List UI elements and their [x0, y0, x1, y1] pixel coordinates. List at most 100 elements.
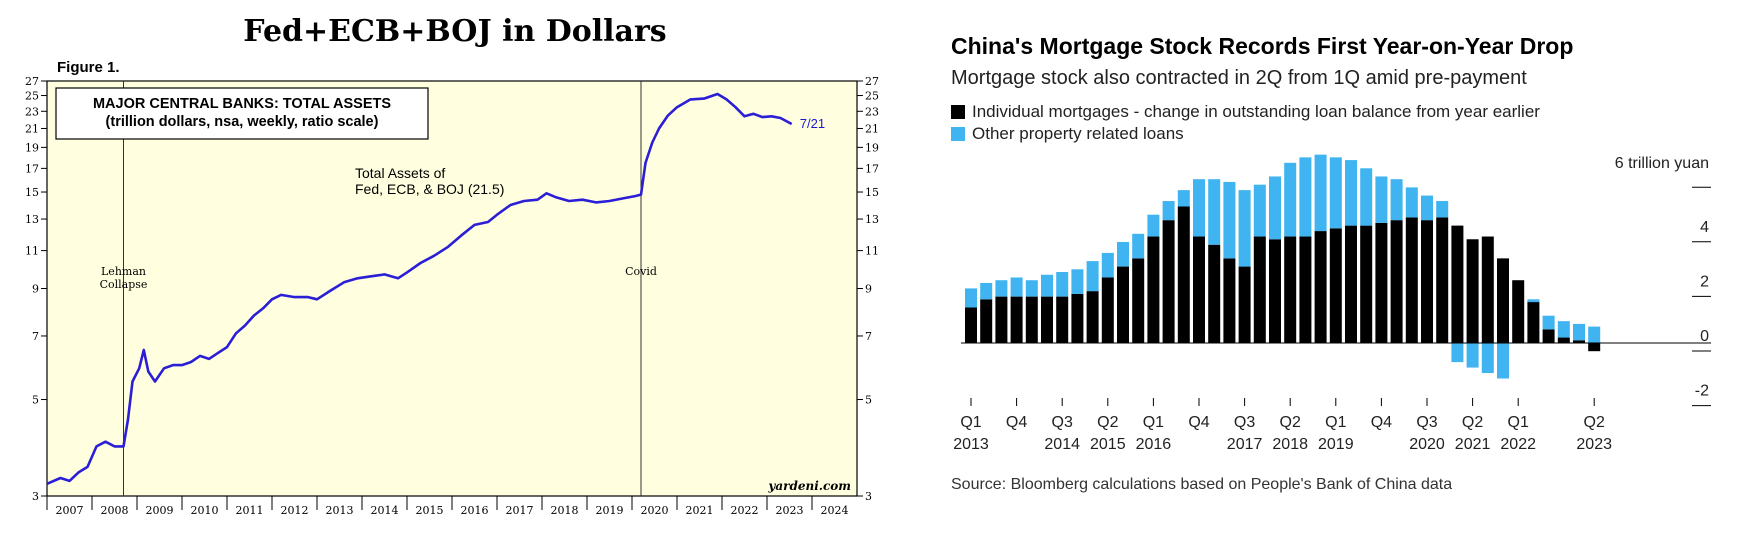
y-tick-label-right: 17: [865, 162, 879, 175]
bar-other: [1086, 261, 1099, 292]
bar-individual: [1056, 296, 1069, 343]
bar-individual: [1421, 220, 1433, 343]
bar-other: [1390, 179, 1403, 221]
total-assets-line: [46, 92, 793, 485]
bar-individual: [1284, 236, 1297, 343]
bar-other: [1101, 252, 1114, 278]
bar-other: [1269, 176, 1281, 240]
y-tick-label-left: 7: [32, 330, 39, 343]
bar-other: [1117, 241, 1129, 267]
x-tick-label: Q1: [1325, 414, 1346, 431]
y-tick-label: -2: [1695, 383, 1709, 400]
bar-other: [1223, 181, 1236, 259]
x-tick-label: 2022: [731, 504, 759, 517]
x-tick-label: 2011: [236, 504, 264, 517]
y-tick-label: 0: [1700, 328, 1709, 345]
bar-other: [1299, 157, 1312, 237]
y-tick-label-right: 9: [865, 283, 872, 296]
x-tick-label: Q2: [1280, 414, 1301, 431]
x-tick-year: 2021: [1455, 436, 1491, 453]
bar-other: [1405, 187, 1418, 218]
right-chart-title: China's Mortgage Stock Records First Yea…: [951, 33, 1574, 59]
bar-individual: [1405, 217, 1418, 343]
y-tick-label-left: 25: [25, 90, 39, 103]
bar-other: [1497, 343, 1509, 379]
source-note: Source: Bloomberg calculations based on …: [951, 476, 1453, 493]
y-tick-label: 2: [1700, 273, 1709, 290]
legend-item-other: Other property related loans: [951, 124, 1184, 144]
bar-other: [965, 288, 977, 308]
x-tick-label: 2023: [776, 504, 804, 517]
bar-other: [995, 280, 1008, 297]
y-tick-label-right: 7: [865, 330, 872, 343]
bar-individual: [980, 299, 993, 343]
legend-label-other: Other property related loans: [972, 124, 1184, 143]
bar-other: [1132, 233, 1145, 259]
x-tick-label: 2013: [326, 504, 354, 517]
x-tick-label: 2007: [56, 504, 84, 517]
bar-individual: [1466, 239, 1479, 343]
bar-other: [1345, 160, 1357, 226]
bar-individual: [1177, 206, 1190, 343]
y-tick-label-right: 11: [865, 245, 879, 258]
x-tick-year: 2015: [1090, 436, 1126, 453]
bar-individual: [1527, 302, 1540, 343]
bar-individual: [1269, 239, 1281, 343]
legend-item-individual: Individual mortgages - change in outstan…: [951, 102, 1540, 122]
y-tick-label-right: 5: [865, 394, 872, 407]
bar-individual: [1360, 225, 1373, 343]
y-tick-label-left: 13: [25, 213, 39, 226]
x-tick-label: 2018: [551, 504, 579, 517]
x-tick-label: 2021: [686, 504, 714, 517]
bar-other: [1071, 269, 1084, 294]
bar-other: [1360, 168, 1373, 226]
x-tick-label: Q3: [1052, 414, 1073, 431]
y-unit-label: 6 trillion yuan: [1615, 155, 1709, 172]
bar-other: [1542, 315, 1555, 330]
bar-individual: [1375, 222, 1388, 343]
y-tick-label-left: 19: [25, 141, 39, 154]
bar-other: [1238, 190, 1251, 267]
bar-other: [1208, 179, 1221, 245]
y-tick-label-left: 15: [25, 186, 39, 199]
bar-individual: [1588, 343, 1601, 352]
bar-other: [1056, 272, 1069, 297]
bar-other: [1588, 326, 1601, 343]
bar-individual: [1542, 329, 1555, 343]
y-tick-label-right: 13: [865, 213, 879, 226]
x-tick-year: 2022: [1500, 436, 1536, 453]
x-tick-label: 2016: [461, 504, 489, 517]
x-tick-label: 2012: [281, 504, 309, 517]
x-axis-ticks: 2007 2008 2009 2010 2011 2012 2013 2014 2015 2016…: [46, 496, 849, 517]
bar-individual: [1573, 340, 1585, 343]
bar-other: [1481, 343, 1494, 374]
bar-individual: [1329, 228, 1342, 343]
y-tick-label: 4: [1700, 219, 1709, 236]
watermark: yardeni.com: [767, 479, 851, 493]
info-box-line2: (trillion dollars, nsa, weekly, ratio sc…: [106, 114, 379, 130]
bar-other: [980, 282, 993, 300]
bar-individual: [1147, 236, 1160, 343]
bar-other: [1451, 343, 1464, 363]
bar-other: [1421, 195, 1433, 221]
x-tick-label: Q4: [1006, 414, 1027, 431]
bar-other: [1375, 176, 1388, 223]
bar-individual: [1025, 296, 1038, 343]
y-tick-label-right: 27: [865, 75, 879, 88]
x-tick-year: 2013: [953, 436, 989, 453]
y-tick-label-right: 25: [865, 90, 879, 103]
info-box: [55, 87, 429, 140]
bar-other: [1573, 323, 1585, 341]
bar-other: [1253, 184, 1266, 237]
x-tick-year: 2014: [1044, 436, 1080, 453]
right-chart: 6 trillion yuan -2 0 2 4 Q1 2013 Q4 Q3 2014 Q2 20…: [953, 154, 1711, 453]
bar-individual: [1314, 231, 1327, 343]
bar-other: [1557, 321, 1570, 338]
bar-other: [1177, 190, 1190, 207]
legend-swatch-other: [951, 127, 965, 141]
x-tick-label: Q1: [960, 414, 981, 431]
bar-other: [1010, 277, 1023, 297]
bar-individual: [1497, 258, 1509, 343]
y-tick-label-left: 3: [32, 490, 39, 503]
bar-other: [1436, 201, 1449, 218]
